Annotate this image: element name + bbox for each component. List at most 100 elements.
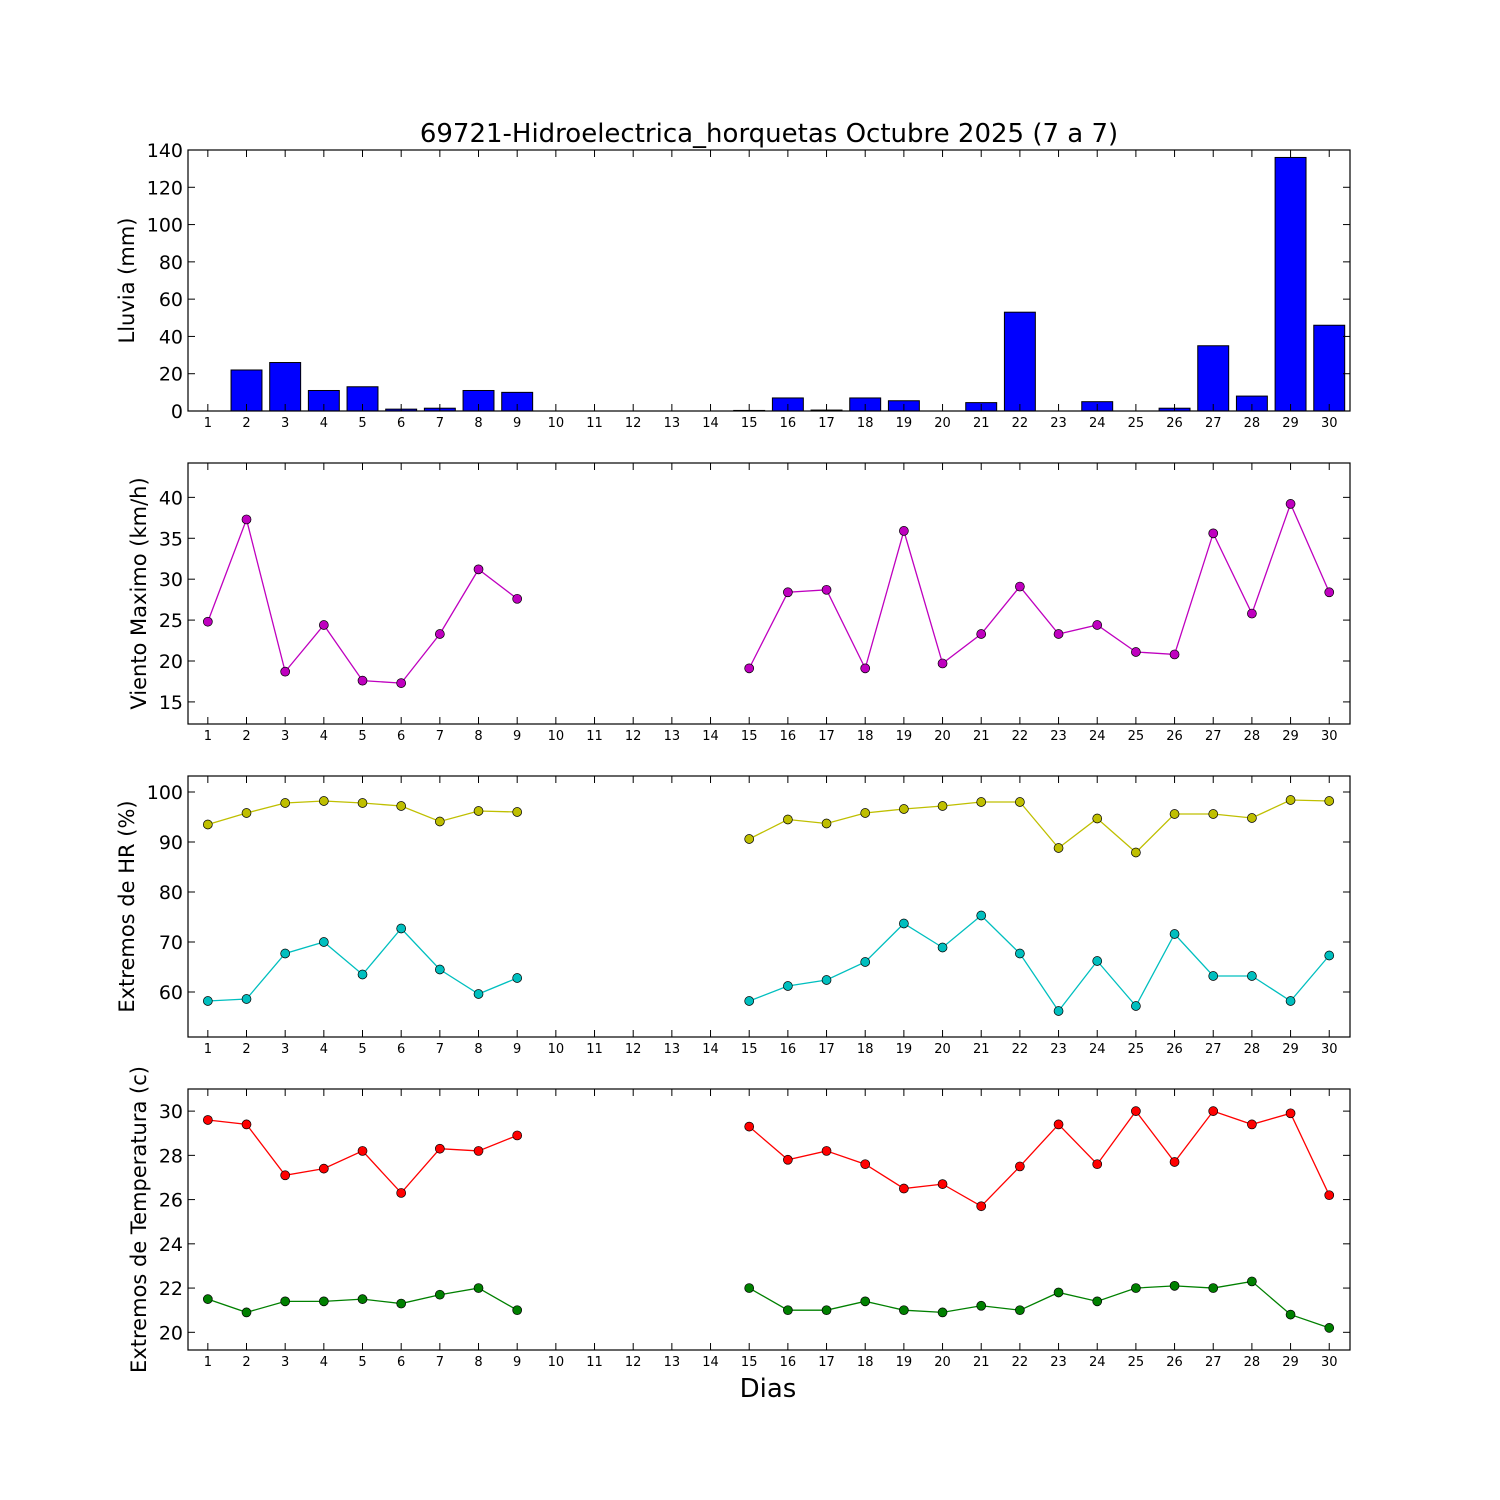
point-hr-1-day-19 [899, 804, 909, 814]
point-temp-1-day-23 [1053, 1119, 1064, 1130]
y-tick-label: 20 [159, 364, 183, 386]
x-tick-label: 2 [242, 416, 250, 431]
point-hr-1-day-28 [1247, 813, 1257, 823]
x-tick-label: 14 [702, 1042, 719, 1057]
y-tick-label: 80 [159, 882, 183, 904]
point-viento-1-day-8 [473, 564, 484, 575]
bar-day-3 [269, 362, 302, 412]
point-temp-2-day-2 [241, 1307, 252, 1318]
point-hr-2-day-6 [396, 923, 407, 934]
x-tick-label: 6 [397, 1355, 405, 1370]
x-tick-label: 14 [702, 729, 719, 744]
y-tick-label: 22 [159, 1278, 183, 1300]
x-tick-label: 30 [1321, 416, 1338, 431]
x-tick-label: 29 [1282, 1355, 1299, 1370]
point-viento-1-day-22 [1015, 581, 1025, 592]
x-tick-label: 21 [973, 416, 990, 431]
point-viento-1-day-21 [976, 629, 987, 639]
point-temp-2-day-29 [1285, 1309, 1296, 1320]
point-hr-1-day-20 [937, 801, 948, 811]
x-tick-label: 24 [1089, 416, 1106, 431]
x-tick-label: 28 [1244, 416, 1261, 431]
x-tick-label: 23 [1050, 416, 1067, 431]
point-hr-2-day-28 [1247, 971, 1257, 981]
x-tick-label: 9 [513, 1042, 521, 1057]
x-tick-label: 4 [320, 729, 328, 744]
series-hr-2 [202, 910, 1335, 1016]
x-tick-label: 2 [242, 1042, 250, 1057]
x-tick-label: 19 [896, 416, 913, 431]
series-line-temp-1-segment-1 [207, 1119, 518, 1194]
y-tick-label: 28 [159, 1145, 183, 1167]
point-temp-2-day-27 [1208, 1283, 1219, 1293]
x-tick-label: 20 [934, 1042, 951, 1057]
x-tick-label: 25 [1128, 416, 1145, 431]
series-temp-1 [202, 1106, 1335, 1212]
point-hr-2-day-4 [318, 937, 329, 947]
series-line-viento-1-segment-1 [207, 517, 518, 684]
series-hr-1 [202, 795, 1335, 858]
point-temp-2-day-22 [1015, 1305, 1025, 1316]
point-temp-1-day-5 [357, 1146, 368, 1156]
y-tick-label: 70 [159, 932, 183, 954]
x-tick-label: 6 [397, 416, 405, 431]
x-tick-label: 5 [358, 1355, 366, 1370]
x-tick-label: 26 [1166, 729, 1183, 744]
x-tick-label: 4 [320, 416, 328, 431]
x-tick-label: 14 [702, 416, 719, 431]
point-temp-1-day-1 [202, 1115, 213, 1125]
x-tick-label: 8 [474, 1042, 482, 1057]
y-axis-label-hr: Extremos de HR (%) [115, 800, 139, 1012]
point-hr-1-day-16 [783, 814, 793, 825]
y-tick-label: 90 [159, 832, 183, 854]
plot-frame-hr [187, 775, 1351, 1038]
x-tick-label: 24 [1089, 1355, 1106, 1370]
point-hr-2-day-27 [1208, 971, 1219, 981]
point-hr-2-day-15 [744, 996, 755, 1006]
point-viento-1-day-29 [1285, 499, 1296, 509]
point-hr-1-day-23 [1053, 843, 1064, 853]
x-tick-label: 9 [513, 1355, 521, 1370]
x-tick-label: 29 [1282, 416, 1299, 431]
point-temp-2-day-19 [899, 1305, 909, 1316]
point-viento-1-day-2 [241, 514, 252, 525]
point-temp-2-day-18 [860, 1296, 871, 1307]
x-tick-label: 29 [1282, 1042, 1299, 1057]
y-tick-label: 25 [159, 610, 183, 632]
x-tick-label: 30 [1321, 729, 1338, 744]
x-tick-label: 21 [973, 729, 990, 744]
x-tick-label: 28 [1244, 1355, 1261, 1370]
x-tick-label: 3 [281, 1355, 289, 1370]
point-temp-1-day-3 [280, 1170, 291, 1181]
y-axis-label-lluvia: Lluvia (mm) [115, 218, 139, 344]
x-tick-label: 5 [358, 416, 366, 431]
x-tick-label: 7 [436, 729, 444, 744]
point-temp-2-day-5 [357, 1294, 368, 1304]
point-hr-2-day-25 [1131, 1001, 1141, 1011]
bar-day-27 [1197, 345, 1230, 412]
y-tick-label: 26 [159, 1190, 183, 1212]
point-hr-1-day-17 [821, 818, 832, 829]
point-hr-1-day-18 [860, 808, 871, 818]
series-line-temp-2-segment-2 [748, 1280, 1330, 1329]
y-axis-label-viento: Viento Maximo (km/h) [127, 477, 151, 709]
series-temp-2 [202, 1276, 1335, 1333]
point-viento-1-day-6 [396, 678, 407, 688]
x-tick-label: 28 [1244, 1042, 1261, 1057]
x-tick-label: 28 [1244, 729, 1261, 744]
x-tick-label: 11 [586, 1355, 603, 1370]
point-temp-1-day-18 [860, 1159, 871, 1170]
x-tick-label: 26 [1166, 1355, 1183, 1370]
x-tick-label: 12 [625, 1355, 642, 1370]
x-tick-label: 16 [780, 1355, 797, 1370]
point-temp-2-day-28 [1247, 1276, 1257, 1287]
point-hr-1-day-30 [1324, 796, 1335, 806]
point-temp-2-day-7 [434, 1289, 445, 1300]
point-temp-2-day-17 [821, 1305, 832, 1316]
x-tick-label: 17 [818, 416, 835, 431]
chart-title: 69721-Hidroelectrica_horquetas Octubre 2… [420, 119, 1118, 149]
point-temp-1-day-26 [1169, 1157, 1180, 1167]
